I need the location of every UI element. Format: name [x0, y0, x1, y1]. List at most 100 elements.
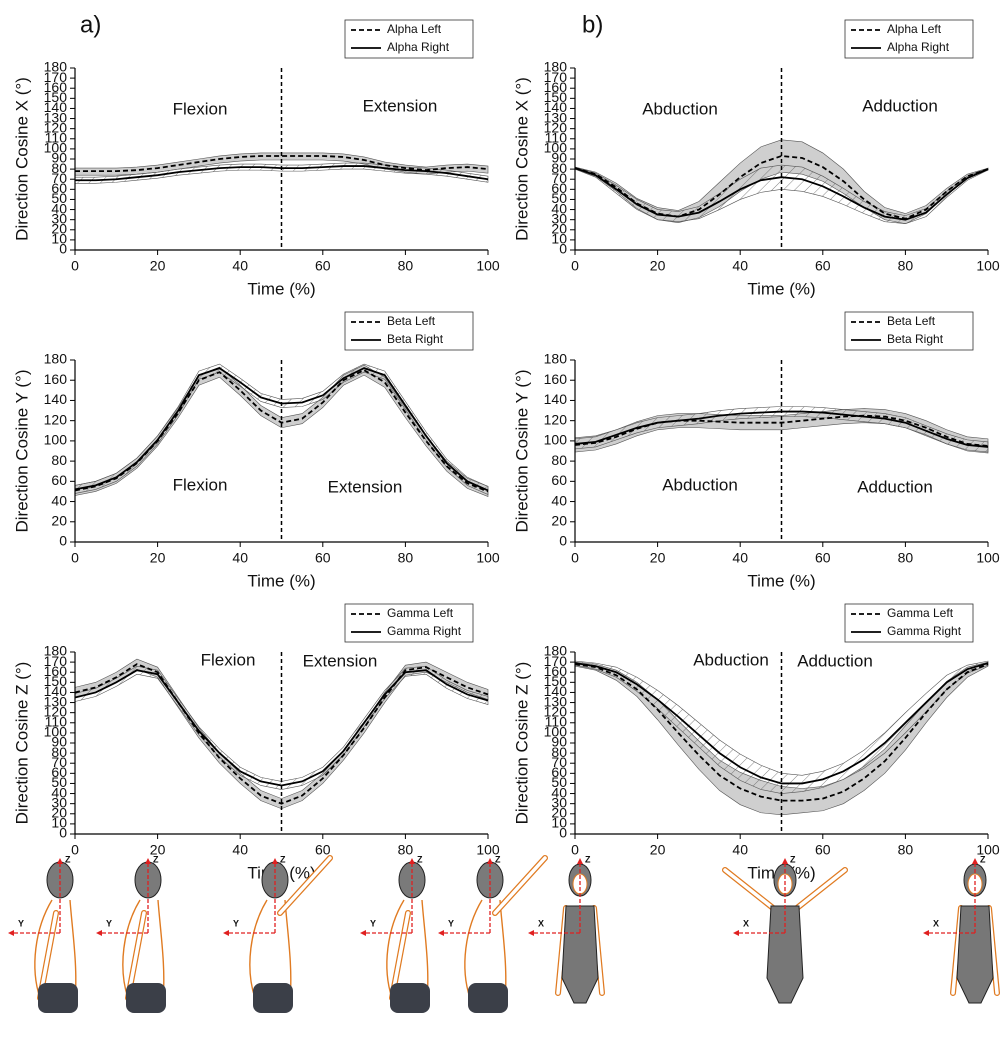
legend-label: Gamma Right — [887, 624, 962, 638]
y-tick-label: 60 — [51, 472, 67, 488]
chart: 0102030405060708090100110120130140150160… — [512, 604, 999, 882]
axis-letter: Y — [106, 918, 112, 928]
arrow-head — [272, 858, 278, 864]
y-axis-label: Direction Cosine X (°) — [512, 77, 531, 241]
head — [262, 862, 288, 898]
axis-letter: Y — [233, 918, 239, 928]
x-tick-label: 20 — [150, 258, 166, 274]
pelvis — [126, 983, 166, 1013]
x-tick-label: 60 — [315, 842, 331, 858]
axis-letter: Z — [65, 854, 71, 864]
chart: 0102030405060708090100110120130140150160… — [512, 20, 999, 298]
arrow-head — [733, 930, 739, 936]
axis-letter: X — [743, 918, 749, 928]
axis-letter: Y — [18, 918, 24, 928]
annotation: Flexion — [173, 99, 228, 118]
y-tick-label: 180 — [44, 643, 68, 659]
annotation: Flexion — [201, 650, 256, 669]
x-tick-label: 80 — [398, 842, 414, 858]
y-tick-label: 20 — [51, 512, 67, 528]
arrow-head — [487, 858, 493, 864]
axis-letter: Z — [585, 854, 591, 864]
x-tick-label: 0 — [571, 258, 579, 274]
x-tick-label: 80 — [898, 258, 914, 274]
pelvis — [390, 983, 430, 1013]
x-tick-label: 60 — [815, 550, 831, 566]
y-tick-label: 100 — [544, 432, 568, 448]
annotation: Extension — [363, 96, 438, 115]
y-tick-label: 120 — [544, 411, 568, 427]
x-tick-label: 80 — [398, 258, 414, 274]
pelvis — [253, 983, 293, 1013]
x-axis-label: Time (%) — [747, 571, 815, 590]
x-tick-label: 40 — [232, 842, 248, 858]
legend-label: Alpha Left — [887, 22, 942, 36]
y-tick-label: 160 — [544, 371, 568, 387]
y-tick-label: 180 — [44, 351, 68, 367]
y-axis-label: Direction Cosine Z (°) — [512, 662, 531, 825]
figure-illustration: ZX — [725, 854, 845, 1003]
axis-letter: Z — [417, 854, 423, 864]
annotation: Adduction — [797, 651, 873, 670]
y-tick-label: 20 — [551, 512, 567, 528]
arrow-head — [57, 858, 63, 864]
y-tick-label: 80 — [551, 452, 567, 468]
figure-illustration: ZY — [8, 854, 78, 1013]
x-tick-label: 40 — [732, 842, 748, 858]
x-axis-label: Time (%) — [247, 571, 315, 590]
x-tick-label: 60 — [815, 842, 831, 858]
arrow-head — [438, 930, 444, 936]
axis-letter: X — [933, 918, 939, 928]
legend-label: Beta Right — [387, 332, 444, 346]
y-axis-label: Direction Cosine Z (°) — [12, 662, 31, 825]
arrow-head — [145, 858, 151, 864]
figure-illustration: ZY — [96, 854, 166, 1013]
x-tick-label: 0 — [571, 550, 579, 566]
head — [477, 862, 503, 898]
y-tick-label: 140 — [44, 391, 68, 407]
figure-illustration: ZY — [360, 854, 430, 1013]
x-tick-label: 20 — [150, 550, 166, 566]
x-tick-label: 60 — [315, 550, 331, 566]
axis-letter: Z — [980, 854, 986, 864]
y-tick-label: 40 — [551, 492, 567, 508]
annotation: Abduction — [662, 475, 738, 494]
figure-illustration: ZX — [528, 854, 602, 1003]
figure-illustration: ZY — [438, 854, 545, 1013]
arrow-head — [96, 930, 102, 936]
figure-illustration: ZX — [923, 854, 997, 1003]
x-tick-label: 80 — [898, 842, 914, 858]
legend-label: Beta Right — [887, 332, 944, 346]
legend-label: Gamma Right — [387, 624, 462, 638]
arrow-head — [8, 930, 14, 936]
legend-label: Gamma Left — [387, 606, 454, 620]
x-tick-label: 40 — [732, 550, 748, 566]
head — [399, 862, 425, 898]
arrow-head — [923, 930, 929, 936]
annotation: Adduction — [857, 477, 933, 496]
x-tick-label: 60 — [815, 258, 831, 274]
y-tick-label: 180 — [544, 643, 568, 659]
annotation: Abduction — [642, 99, 718, 118]
y-tick-label: 180 — [544, 59, 568, 75]
axis-letter: Y — [370, 918, 376, 928]
y-axis-label: Direction Cosine Y (°) — [512, 369, 531, 532]
legend-label: Alpha Right — [887, 40, 950, 54]
y-tick-label: 120 — [44, 411, 68, 427]
axis-letter: Z — [495, 854, 501, 864]
arrow-head — [223, 930, 229, 936]
figure: a) b) 0102030405060708090100110120130140… — [0, 0, 1004, 1053]
y-tick-label: 180 — [44, 59, 68, 75]
annotation: Flexion — [173, 475, 228, 494]
x-tick-label: 20 — [650, 550, 666, 566]
y-tick-label: 40 — [51, 492, 67, 508]
panel-label: a) — [80, 11, 101, 38]
x-tick-label: 0 — [71, 842, 79, 858]
x-tick-label: 0 — [571, 842, 579, 858]
x-tick-label: 100 — [476, 258, 500, 274]
chart: 0102030405060708090100110120130140150160… — [12, 20, 499, 298]
annotation: Extension — [303, 651, 378, 670]
x-tick-label: 80 — [398, 550, 414, 566]
axis-letter: Y — [448, 918, 454, 928]
